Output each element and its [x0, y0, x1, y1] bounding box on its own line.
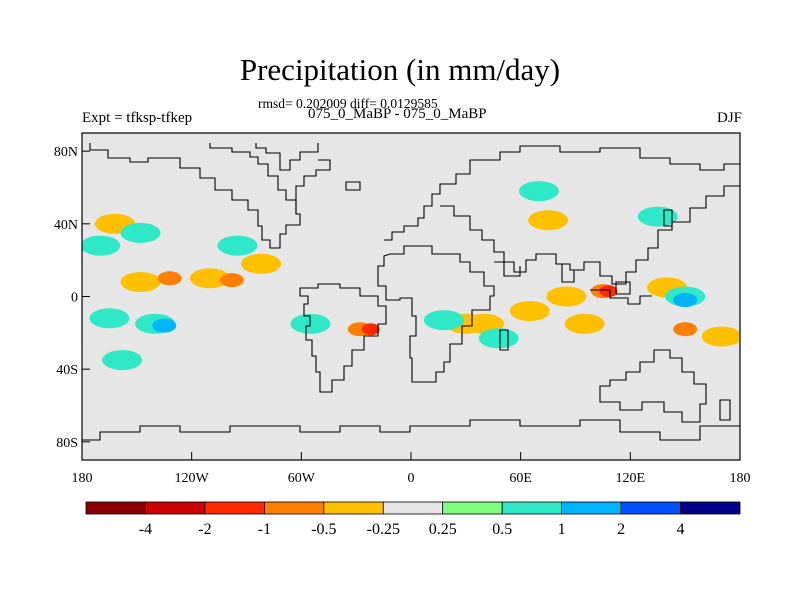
coast-australia — [599, 349, 707, 423]
anomaly-patch-9 — [305, 195, 334, 216]
anomaly-patch-32 — [637, 206, 678, 227]
anomaly-patch-21 — [509, 301, 550, 321]
colorbar-label: -2 — [198, 521, 211, 538]
coast-europe — [384, 145, 545, 241]
colorbar-label: 4 — [677, 521, 685, 538]
lon-tick-label: 60E — [509, 471, 532, 486]
coast-south-america — [299, 283, 387, 393]
colorbar-swatch-8 — [561, 501, 622, 515]
lat-tick-label: 80N — [54, 145, 78, 160]
colorbar-swatch-3 — [263, 501, 325, 515]
coast-indonesia — [590, 289, 652, 305]
colorbar-swatch-7 — [501, 501, 563, 515]
colorbar-label: 0.25 — [429, 521, 457, 538]
colorbar-label: 1 — [558, 521, 566, 538]
lon-tick-label: 0 — [408, 471, 415, 486]
colorbar-label: -4 — [139, 521, 152, 538]
lat-tick-label: 40S — [56, 363, 78, 378]
axis-ticks: 180 120W 60W 0 60E 120E 180 80N 40N 0 40S 80S — [54, 145, 751, 486]
map-background — [82, 133, 740, 460]
anomaly-patch-33 — [528, 210, 569, 231]
anomaly-patch-20 — [478, 328, 519, 349]
colorbar-swatch-6 — [442, 501, 503, 515]
experiment-label: Expt = tfksp-tfkep — [82, 110, 193, 126]
comparison-label: 075_0_MaBP - 075_0_MaBP — [308, 106, 487, 122]
anomaly-patch-10 — [89, 308, 130, 329]
lon-tick-label: 120W — [175, 471, 210, 486]
colorbar-swatch-5 — [382, 501, 444, 515]
lat-tick-label: 80S — [56, 436, 78, 451]
anomaly-field — [82, 181, 740, 371]
anomaly-patch-16 — [361, 323, 380, 336]
anomaly-patch-1 — [157, 271, 182, 286]
anomaly-patch-29 — [673, 322, 698, 337]
colorbar-swatch-9 — [620, 501, 681, 515]
colorbar-label: -0.5 — [311, 521, 336, 538]
colorbar: -4 -2 -1 -0.5 -0.25 0.25 0.5 1 2 4 — [85, 501, 741, 538]
coast-arabia — [494, 261, 521, 277]
coast-greenland — [255, 143, 319, 171]
lat-tick-label: 0 — [71, 291, 78, 306]
colorbar-label: -1 — [258, 521, 271, 538]
coast-asia — [545, 145, 740, 171]
stats-text: rmsd= 0.202009 diff= 0.0129585 — [258, 96, 438, 111]
anomaly-patch-3 — [219, 273, 244, 288]
anomaly-patch-2 — [189, 268, 230, 289]
anomaly-patch-4 — [241, 253, 282, 274]
page-title: Precipitation (in mm/day) — [239, 52, 561, 87]
colorbar-swatch-0 — [85, 501, 146, 515]
colorbar-label: 2 — [617, 521, 625, 538]
colorbar-swatch-2 — [204, 501, 265, 515]
lon-tick-label: 180 — [730, 471, 751, 486]
colorbar-swatch-1 — [145, 501, 206, 515]
lat-tick-label: 40N — [54, 218, 78, 233]
coast-north-america-east — [295, 159, 331, 214]
coastlines — [82, 143, 740, 441]
colorbar-swatch-4 — [323, 501, 384, 515]
anomaly-patch-24 — [599, 285, 618, 298]
anomaly-patch-12 — [152, 318, 177, 333]
coast-borneo — [615, 281, 631, 295]
coast-japan — [663, 209, 673, 227]
anomaly-patch-13 — [102, 350, 143, 371]
colorbar-swatch-10 — [680, 501, 741, 515]
coast-iceland — [345, 181, 361, 191]
anomaly-patch-5 — [82, 235, 121, 256]
lon-tick-label: 180 — [72, 471, 93, 486]
anomaly-patch-31 — [518, 181, 559, 202]
anomaly-patch-8 — [217, 235, 258, 256]
lon-tick-label: 60W — [288, 471, 316, 486]
coast-north-america — [89, 143, 301, 249]
anomaly-patch-0 — [120, 272, 161, 292]
coast-madagascar — [499, 329, 509, 351]
anomaly-patch-30 — [701, 326, 740, 347]
anomaly-patch-25 — [564, 313, 605, 334]
anomaly-patch-28 — [673, 293, 698, 308]
colorbar-label: 0.5 — [492, 521, 512, 538]
anomaly-patch-22 — [546, 286, 587, 307]
anomaly-patch-19 — [423, 310, 464, 331]
coast-new-zealand — [719, 399, 731, 421]
colorbar-label: -0.25 — [367, 521, 400, 538]
anomaly-patch-7 — [120, 222, 161, 243]
coast-india — [556, 263, 575, 283]
coast-africa — [377, 245, 495, 383]
lon-tick-label: 120E — [616, 471, 646, 486]
coast-antarctica — [82, 419, 740, 441]
season-label: DJF — [716, 110, 742, 126]
